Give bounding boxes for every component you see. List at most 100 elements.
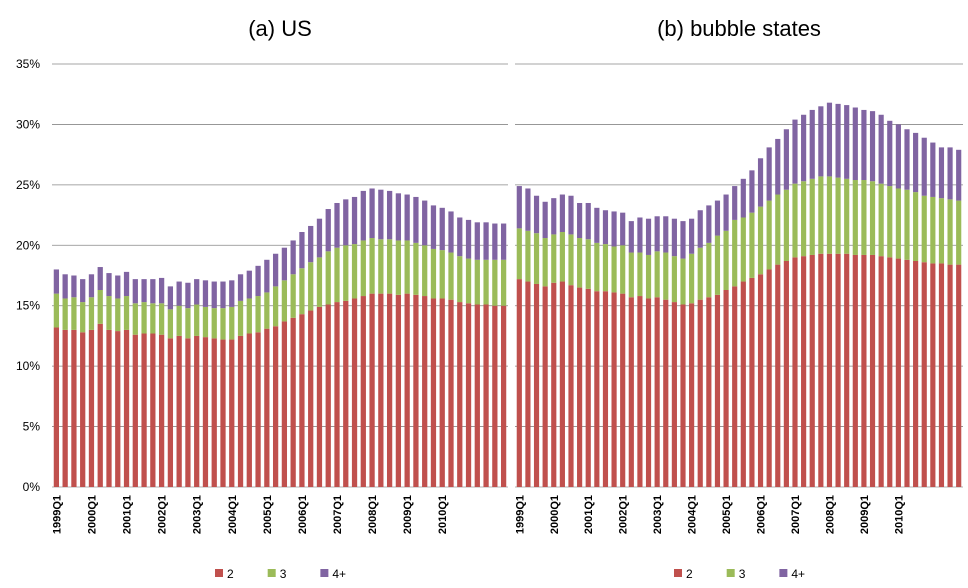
bar-segment — [185, 308, 191, 339]
bar-segment — [637, 252, 643, 297]
bar-segment — [852, 107, 858, 181]
bar-segment — [88, 329, 95, 487]
bar-segment — [185, 282, 191, 309]
bar-segment — [861, 254, 867, 487]
bar-segment — [801, 181, 807, 257]
legend-label: 2 — [686, 567, 693, 581]
bar-segment — [246, 333, 252, 487]
bar-segment — [689, 253, 695, 304]
x-tick-label: 2010Q1 — [437, 495, 449, 534]
x-tick-label: 2006Q1 — [756, 495, 768, 534]
bar-segment — [775, 194, 781, 265]
bar-segment — [585, 202, 591, 240]
bar-segment — [818, 106, 824, 177]
bar-segment — [551, 234, 557, 283]
bar-segment — [904, 259, 910, 487]
bar-segment — [386, 239, 393, 294]
bar-segment — [551, 198, 557, 235]
bar-segment — [904, 129, 910, 190]
bar-segment — [585, 239, 591, 289]
bar-segment — [533, 233, 540, 284]
bar-segment — [123, 296, 130, 330]
bar-segment — [818, 253, 824, 487]
bar-segment — [465, 303, 472, 487]
legend-label: 4+ — [791, 567, 805, 581]
bar-segment — [525, 230, 531, 282]
bar-segment — [500, 259, 507, 306]
bar-segment — [325, 251, 331, 305]
x-tick-label: 2009Q1 — [859, 495, 871, 534]
bar-segment — [766, 269, 772, 487]
bar-segment — [430, 298, 437, 487]
bar-segment — [176, 335, 182, 487]
bar-segment — [492, 259, 498, 306]
bar-segment — [343, 300, 349, 487]
bar-segment — [801, 256, 807, 487]
bar-segment — [671, 256, 677, 303]
bar-segment — [457, 217, 463, 257]
bar-segment — [757, 158, 764, 207]
bar-segment — [542, 286, 548, 487]
bar-segment — [150, 303, 156, 334]
bar-segment — [483, 304, 489, 487]
bar-segment — [559, 231, 565, 282]
bar-segment — [194, 304, 200, 336]
bar-segment — [360, 190, 366, 241]
bar-segment — [325, 209, 331, 252]
bar-segment — [176, 305, 182, 336]
bar-segment — [809, 178, 815, 255]
bar-segment — [594, 291, 600, 487]
bar-segment — [194, 279, 200, 305]
bar-segment — [732, 186, 738, 220]
bar-segment — [533, 195, 540, 234]
bar-segment — [723, 194, 729, 231]
bar-segment — [132, 279, 138, 304]
bar-segment — [559, 281, 565, 487]
x-tick-label: 2005Q1 — [262, 495, 274, 534]
bar-segment — [516, 279, 522, 487]
bar-segment — [869, 111, 876, 182]
bar-segment — [211, 308, 217, 339]
bar-segment — [706, 242, 712, 298]
bar-segment — [141, 279, 147, 303]
bar-segment — [826, 176, 833, 254]
bar-segment — [542, 201, 548, 239]
bar-segment — [645, 218, 652, 255]
bar-segment — [167, 309, 174, 339]
bar-segment — [775, 138, 781, 195]
bar-segment — [835, 103, 841, 178]
bar-segment — [749, 170, 755, 213]
bar-segment — [826, 102, 833, 177]
bar-segment — [500, 223, 507, 260]
y-tick-label: 10% — [16, 359, 40, 373]
bar-segment — [150, 279, 156, 304]
bar-segment — [264, 328, 270, 487]
x-tick-label: 2001Q1 — [583, 495, 595, 534]
bar-segment — [237, 274, 244, 301]
x-tick-label: 2001Q1 — [122, 495, 134, 534]
bar-segment — [602, 244, 609, 292]
bar-segment — [299, 314, 305, 487]
bar-segment — [255, 296, 261, 333]
bar-segment — [921, 195, 927, 263]
legend-swatch — [779, 569, 788, 577]
bar-segment — [620, 212, 626, 246]
chart-title: (b) bubble states — [657, 16, 821, 41]
bar-segment — [749, 277, 755, 487]
bar-segment — [809, 109, 815, 179]
bar-segment — [869, 181, 876, 255]
bar-segment — [465, 258, 472, 304]
bar-segment — [457, 302, 463, 487]
bar-segment — [123, 329, 130, 487]
bar-segment — [551, 282, 557, 487]
x-tick-label: 2009Q1 — [402, 495, 414, 534]
bar-segment — [757, 274, 764, 487]
bar-segment — [611, 246, 617, 293]
bar-segment — [448, 211, 454, 253]
bar-segment — [938, 263, 945, 487]
bar-segment — [88, 297, 95, 330]
bar-segment — [115, 331, 121, 487]
bar-segment — [637, 217, 643, 253]
bar-segment — [132, 334, 138, 487]
x-tick-label: 2002Q1 — [618, 495, 630, 534]
